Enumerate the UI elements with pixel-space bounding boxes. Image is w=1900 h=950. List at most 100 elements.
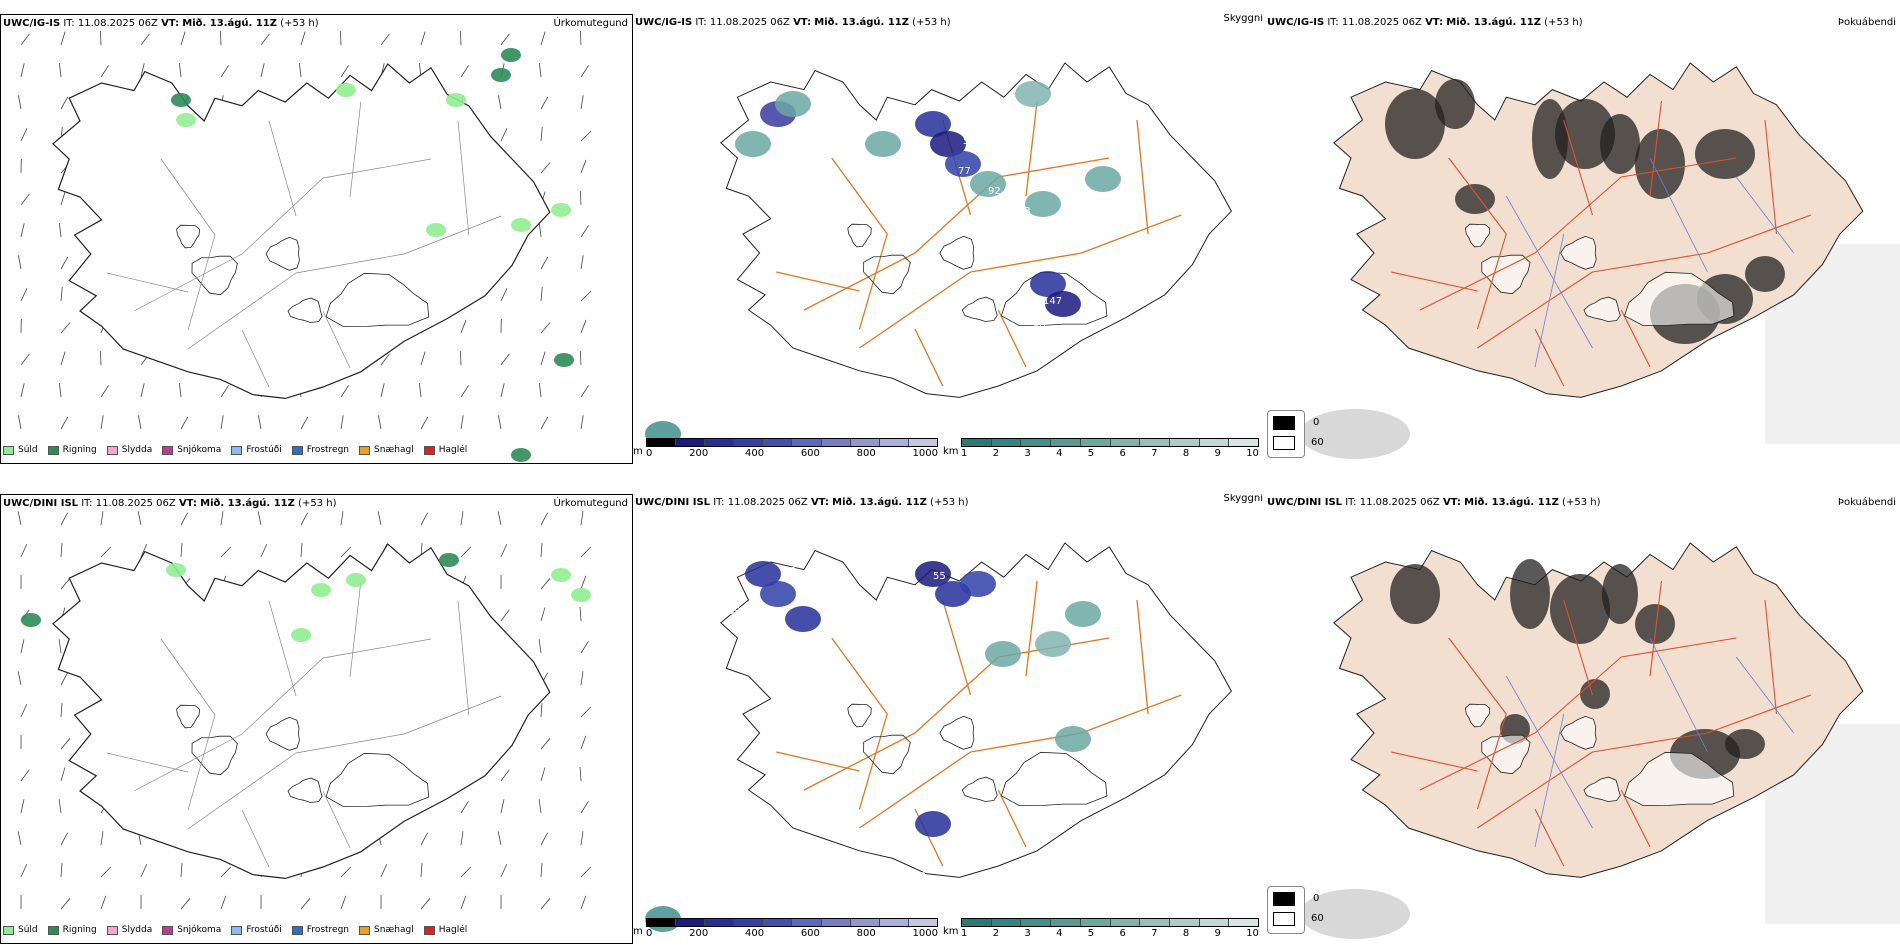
- legend-item: Snjókoma: [162, 445, 221, 455]
- colorbar-strip: [646, 438, 938, 447]
- vis-km-unit: km: [943, 446, 959, 457]
- legend-swatch: [47, 925, 59, 935]
- colorbar-tick-label: 8: [1182, 928, 1190, 939]
- visibility-value-label: 55: [933, 571, 946, 582]
- panel-title: Úrkomutegund: [553, 18, 628, 29]
- visibility-value-label: 50: [813, 176, 826, 187]
- colorbar-tick-label: 0: [646, 928, 653, 939]
- legend-swatch: [359, 445, 371, 455]
- panel-header: UWC/IG-IS IT: 11.08.2025 06Z VT: Mið. 13…: [1267, 17, 1583, 28]
- colorbar-segment: [1199, 439, 1230, 446]
- visibility-value-label: 56: [783, 566, 796, 577]
- legend-item: Frostúði: [231, 445, 282, 455]
- legend-label: Haglél: [438, 925, 468, 935]
- legend-label: Frostregn: [306, 925, 350, 935]
- colorbar-tick-label: 7: [1151, 928, 1158, 939]
- legend-swatch: [106, 445, 118, 455]
- precip-map: [17, 30, 592, 462]
- fog-legend: [1267, 410, 1305, 458]
- vis-km-unit: km: [943, 926, 959, 937]
- legend-swatch: [359, 925, 371, 935]
- colorbar-segment: [908, 439, 937, 446]
- colorbar-segment: [676, 919, 706, 926]
- visibility-value-label: 77: [958, 166, 971, 177]
- colorbar-tick-label: 600: [800, 928, 820, 939]
- colorbar-tick-label: 200: [689, 448, 709, 459]
- panel-title: Skyggni: [1223, 494, 1263, 504]
- colorbar-segment: [1169, 439, 1200, 446]
- legend-swatch: [47, 445, 59, 455]
- legend-item: Haglél: [423, 925, 468, 935]
- colorbar-tick-label: 3: [1024, 448, 1031, 459]
- visibility-value-label: 42: [1063, 121, 1076, 132]
- legend-label: Slydda: [121, 925, 153, 935]
- fog-legend-low: 0: [1313, 417, 1320, 428]
- colorbar-tick-label: 4: [1056, 448, 1063, 459]
- colorbar-tick-label: 6: [1119, 448, 1126, 459]
- legend-item: Slydda: [106, 925, 153, 935]
- legend-swatch: [106, 925, 118, 935]
- legend-item: Slydda: [106, 445, 152, 455]
- colorbar-segment: [879, 919, 909, 926]
- colorbar-segment: [1229, 919, 1259, 926]
- precip-map: [17, 511, 592, 910]
- legend-swatch: [231, 925, 243, 935]
- colorbar-segment: [676, 439, 706, 446]
- colorbar-ticks: 1 2 3 4 5 6 7 8 9 10: [961, 928, 1259, 939]
- colorbar-tick-label: 800: [856, 448, 876, 459]
- colorbar-segment: [991, 919, 1022, 926]
- panel-title: Þokuábendi: [1837, 17, 1896, 28]
- colorbar-strip: [961, 438, 1259, 447]
- colorbar-segment: [705, 919, 735, 926]
- legend-item: Súld: [3, 925, 38, 935]
- colorbar-tick-label: 7: [1151, 448, 1158, 459]
- colorbar-tick-label: 9: [1214, 448, 1221, 459]
- legend-label: Haglél: [438, 445, 468, 455]
- visibility-value-label: 108: [808, 636, 827, 647]
- legend-item: Frostregn: [291, 445, 349, 455]
- legend-item: Rigning: [47, 925, 97, 935]
- colorbar-segment: [850, 919, 880, 926]
- colorbar-segment: [908, 919, 937, 926]
- colorbar-tick-label: 1: [961, 928, 968, 939]
- fog-legend: [1267, 886, 1305, 934]
- colorbar-tick-label: 400: [744, 448, 765, 459]
- fog-map: [1300, 542, 1900, 939]
- visibility-panel-bottom: UWC/DINI ISL IT: 11.08.2025 06Z VT: Mið.…: [633, 494, 1265, 944]
- legend-label: Súld: [18, 925, 38, 935]
- panel-title: Þokuábendi: [1837, 497, 1896, 508]
- legend-swatch: [291, 925, 303, 935]
- legend-swatch: [423, 445, 435, 455]
- vis-km-colorbar: 1 2 3 4 5 6 7 8 9 10: [961, 918, 1259, 939]
- fog-panel-bottom: UWC/DINI ISL IT: 11.08.2025 06Z VT: Mið.…: [1265, 494, 1900, 944]
- legend-swatch: [231, 445, 243, 455]
- legend-swatch: [291, 445, 303, 455]
- colorbar-tick-label: 4: [1056, 928, 1063, 939]
- legend-label: Snjókoma: [177, 925, 222, 935]
- visibility-panel-top: UWC/IG-IS IT: 11.08.2025 06Z VT: Mið. 13…: [633, 14, 1265, 464]
- colorbar-strip: [961, 918, 1259, 927]
- colorbar-ticks: 0 200 400 600 800 1000: [646, 928, 938, 939]
- legend-label: Frostúði: [246, 925, 282, 935]
- colorbar-segment: [705, 439, 735, 446]
- colorbar-tick-label: 600: [800, 448, 820, 459]
- visibility-value-label: 89: [728, 606, 741, 617]
- colorbar-tick-label: 0: [646, 448, 653, 459]
- visibility-value-label: 147: [1043, 296, 1062, 307]
- vis-km-colorbar: 1 2 3 4 5 6 7 8 9 10: [961, 438, 1259, 459]
- vis-m-colorbar: 0 200 400 600 800 1000: [646, 918, 938, 939]
- legend-item: Snjókoma: [162, 925, 221, 935]
- colorbar-segment: [879, 439, 909, 446]
- colorbar-tick-label: 800: [856, 928, 876, 939]
- colorbar-tick-label: 10: [1246, 448, 1259, 459]
- colorbar-tick-label: 3: [1024, 928, 1031, 939]
- colorbar-tick-label: 1: [961, 448, 968, 459]
- colorbar-tick-label: 8: [1182, 448, 1190, 459]
- panel-header: UWC/DINI ISL IT: 11.08.2025 06Z VT: Mið.…: [635, 497, 969, 508]
- panel-header: UWC/DINI ISL IT: 11.08.2025 06Z VT: Mið.…: [3, 498, 337, 509]
- colorbar-segment: [1229, 439, 1259, 446]
- colorbar-segment: [647, 439, 677, 446]
- legend-item: Rigning: [47, 445, 97, 455]
- panel-title: Úrkomutegund: [553, 498, 628, 509]
- legend-item: Snæhagl: [359, 925, 414, 935]
